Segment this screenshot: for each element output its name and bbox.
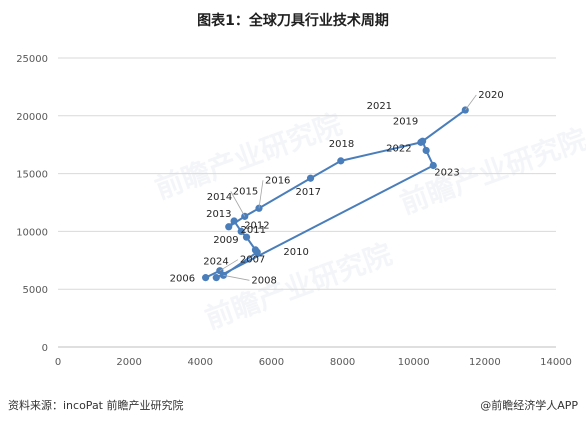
x-tick-label: 12000 xyxy=(469,357,501,368)
point-label: 2016 xyxy=(265,175,290,186)
x-tick-label: 14000 xyxy=(540,357,572,368)
scatter-chart: 0 5000 10000 15000 20000 25000 0 2000 4000 6000 80… xyxy=(16,54,572,368)
data-point-2018 xyxy=(337,157,345,165)
leader-line xyxy=(258,180,264,209)
chart-area: 0 5000 10000 15000 20000 25000 0 2000 4000 6000 80… xyxy=(0,40,586,385)
point-label: 2022 xyxy=(386,143,411,154)
point-label: 2006 xyxy=(170,274,195,285)
leader-line xyxy=(219,259,239,272)
x-tick-label: 8000 xyxy=(330,357,355,368)
point-label: 2024 xyxy=(203,257,228,268)
point-label: 2021 xyxy=(367,101,392,112)
point-label: 2012 xyxy=(244,220,269,231)
leader-line xyxy=(464,94,477,111)
point-label: 2020 xyxy=(478,90,503,101)
data-point-2006 xyxy=(202,274,210,282)
data-point-2021 xyxy=(419,137,427,145)
chart-title: 图表1：全球刀具行业技术周期 xyxy=(197,13,389,29)
data-point-2024 xyxy=(212,274,220,282)
y-tick-label: 15000 xyxy=(16,170,48,181)
data-point-2014 xyxy=(225,223,233,231)
y-tick-label: 0 xyxy=(42,343,48,354)
data-point-2022 xyxy=(422,146,430,155)
data-point-2017 xyxy=(306,174,315,182)
x-tick-label: 4000 xyxy=(188,357,213,368)
data-point-2012 xyxy=(237,227,245,235)
source-note: 资料来源：incoPat 前瞻产业研究院 xyxy=(8,399,184,412)
brand-credit: @前瞻经济学人APP xyxy=(480,399,578,412)
leader-line xyxy=(223,274,250,281)
x-tick-label: 6000 xyxy=(259,357,284,368)
data-point-2011 xyxy=(242,233,251,241)
point-label: 2019 xyxy=(393,116,418,127)
x-tick-label: 0 xyxy=(55,357,61,368)
point-label: 2008 xyxy=(251,275,276,286)
point-label: 2010 xyxy=(283,247,308,258)
point-label: 2013 xyxy=(206,209,231,220)
x-tick-label: 2000 xyxy=(116,357,141,368)
y-tick-label: 10000 xyxy=(16,227,48,238)
leader-line xyxy=(230,191,246,217)
point-label: 2023 xyxy=(434,168,459,179)
point-label: 2011 xyxy=(241,225,266,236)
x-tick-label: 10000 xyxy=(398,357,430,368)
data-point-2013 xyxy=(230,217,238,225)
data-point-2008 xyxy=(219,271,228,279)
point-label: 2014 xyxy=(207,192,232,203)
y-tick-label: 5000 xyxy=(23,285,48,296)
y-tick-label: 20000 xyxy=(16,112,48,123)
point-label: 2018 xyxy=(329,139,354,150)
data-point-2023 xyxy=(429,161,437,170)
point-label: 2017 xyxy=(296,187,321,198)
y-tick-label: 25000 xyxy=(16,54,48,65)
point-label: 2009 xyxy=(213,235,238,246)
data-point-2010 xyxy=(251,246,260,254)
point-label: 2007 xyxy=(240,255,265,266)
point-label: 2015 xyxy=(233,186,258,197)
